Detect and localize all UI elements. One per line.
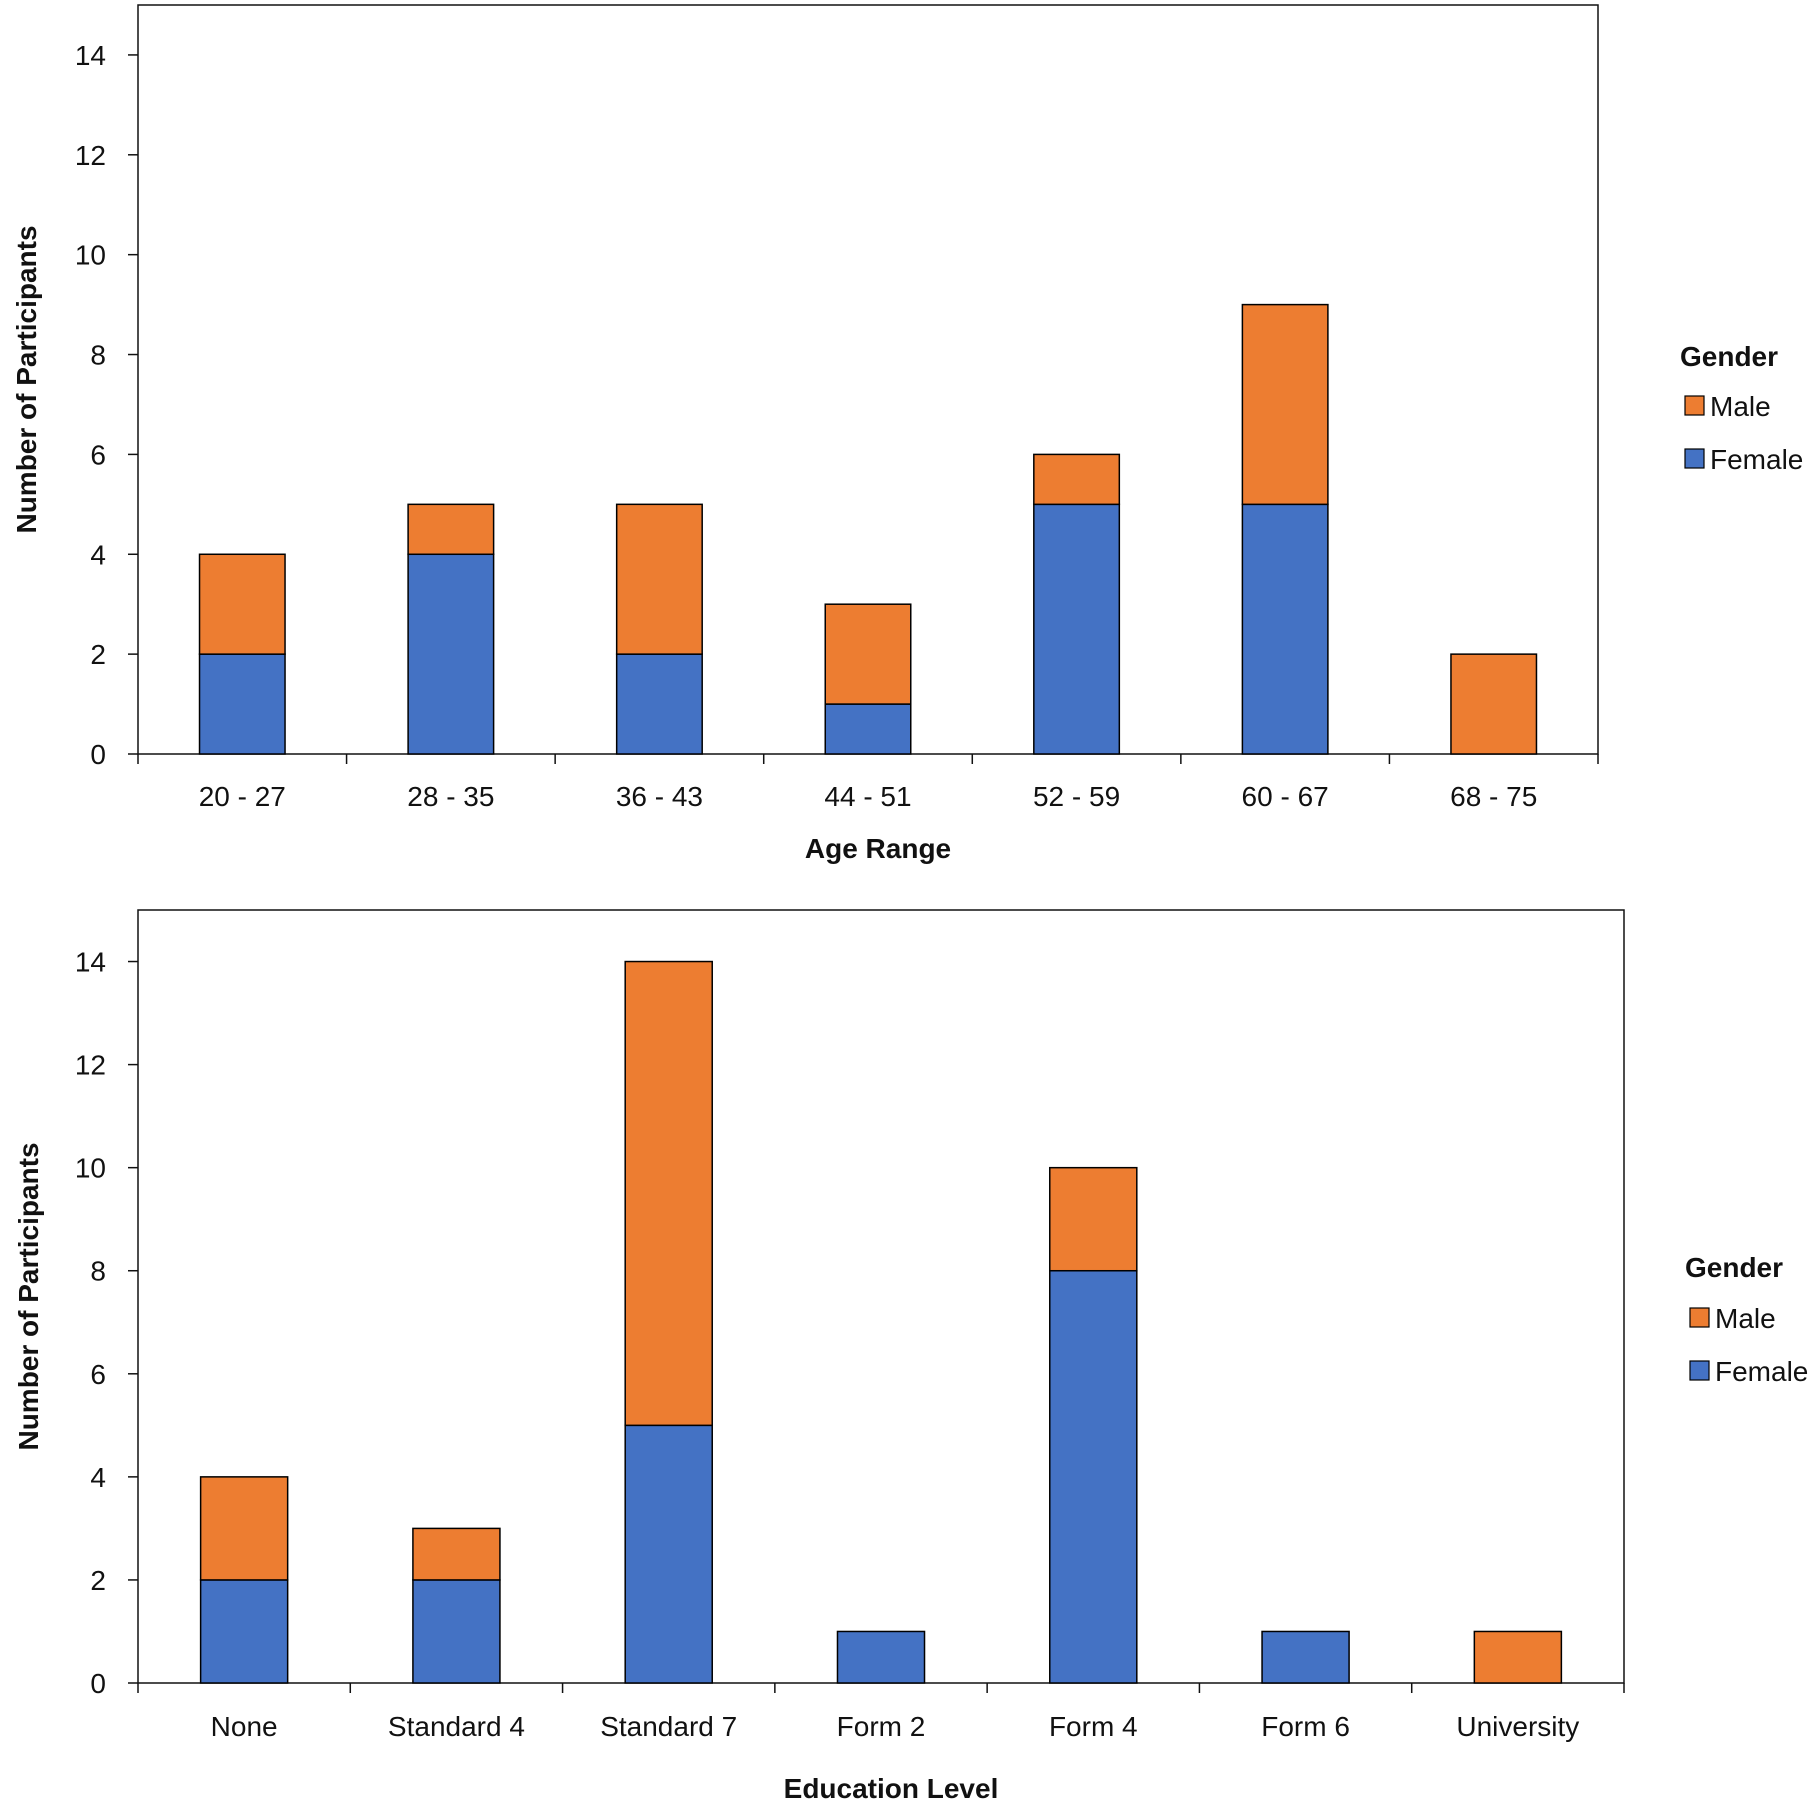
bar-male [407,503,495,556]
bar-male [1241,303,1329,506]
legend-swatch-male [1689,1307,1710,1328]
legend-label-female: Female [1715,1356,1808,1387]
x-tick-label: Form 2 [837,1711,926,1742]
y-tick-label: 6 [90,439,106,470]
bar-male [198,553,286,655]
y-tick-label: 6 [90,1359,106,1390]
bar-male [412,1527,501,1581]
legend-title: Gender [1685,1252,1783,1283]
y-tick-label: 14 [75,947,106,978]
legend-swatch-female [1689,1360,1710,1381]
bar-male [1473,1630,1563,1684]
bar-male [615,503,703,655]
y-axis-title: Number of Participants [13,1142,44,1450]
bar-female [1261,1630,1350,1684]
y-tick-label: 14 [75,40,106,71]
legend-label-female: Female [1710,444,1803,475]
x-axis-title: Education Level [784,1773,999,1799]
y-axis-title: Number of Participants [11,225,42,533]
x-tick-label: 20 - 27 [199,781,286,812]
y-tick-label: 4 [90,539,106,570]
bar-male [624,960,713,1427]
y-tick-label: 10 [75,1153,106,1184]
y-tick-label: 2 [90,639,106,670]
y-tick-label: 10 [75,240,106,271]
y-tick-label: 12 [75,140,106,171]
bar-female [198,653,286,755]
x-tick-label: University [1456,1711,1579,1742]
chart-1: 0 2 4 6 8 10 12 14 20 - 27 28 - 35 36 - 43 44 - 51 5… [11,4,1803,864]
bar-male [1033,453,1121,506]
bar-female [615,653,703,755]
x-axis-title: Age Range [805,833,951,864]
y-tick-label: 0 [90,1668,106,1699]
y-tick-label: 8 [90,1256,106,1287]
x-tick-label: 68 - 75 [1450,781,1537,812]
bar-female [412,1579,501,1684]
x-tick-label: 52 - 59 [1033,781,1120,812]
bar-male [1049,1166,1138,1272]
bar-female [824,703,912,755]
y-tick-label: 2 [90,1565,106,1596]
legend-label-male: Male [1710,391,1771,422]
y-tick-label: 12 [75,1050,106,1081]
x-tick-label: Standard 7 [600,1711,737,1742]
bar-female [1033,503,1121,755]
x-tick-label: 60 - 67 [1242,781,1329,812]
plot-frame [137,909,1625,1684]
bar-female [1241,503,1329,755]
bar-male [199,1476,289,1581]
legend-label-male: Male [1715,1303,1776,1334]
legend: Gender Male Female [1680,341,1803,475]
bar-female [199,1579,289,1684]
legend-title: Gender [1680,341,1778,372]
y-tick-label: 0 [90,739,106,770]
x-tick-label: Form 4 [1049,1711,1138,1742]
chart-2: 0 2 4 6 8 10 12 14 None Standard 4 Standard 7 Form … [13,909,1808,1799]
legend: Gender Male Female [1685,1252,1808,1387]
x-tick-label: 28 - 35 [407,781,494,812]
bar-female [407,553,495,755]
bar-female [836,1630,926,1684]
x-tick-label: None [211,1711,278,1742]
y-tick-label: 4 [90,1462,106,1493]
bar-male [824,603,912,705]
bar-female [624,1424,713,1684]
bar-male [1450,653,1538,755]
x-tick-label: Standard 4 [388,1711,525,1742]
x-tick-label: 44 - 51 [824,781,911,812]
legend-swatch-male [1684,395,1705,416]
legend-swatch-female [1684,448,1705,469]
bar-female [1049,1269,1138,1684]
x-tick-label: 36 - 43 [616,781,703,812]
y-tick-label: 8 [90,340,106,371]
x-tick-label: Form 6 [1261,1711,1350,1742]
